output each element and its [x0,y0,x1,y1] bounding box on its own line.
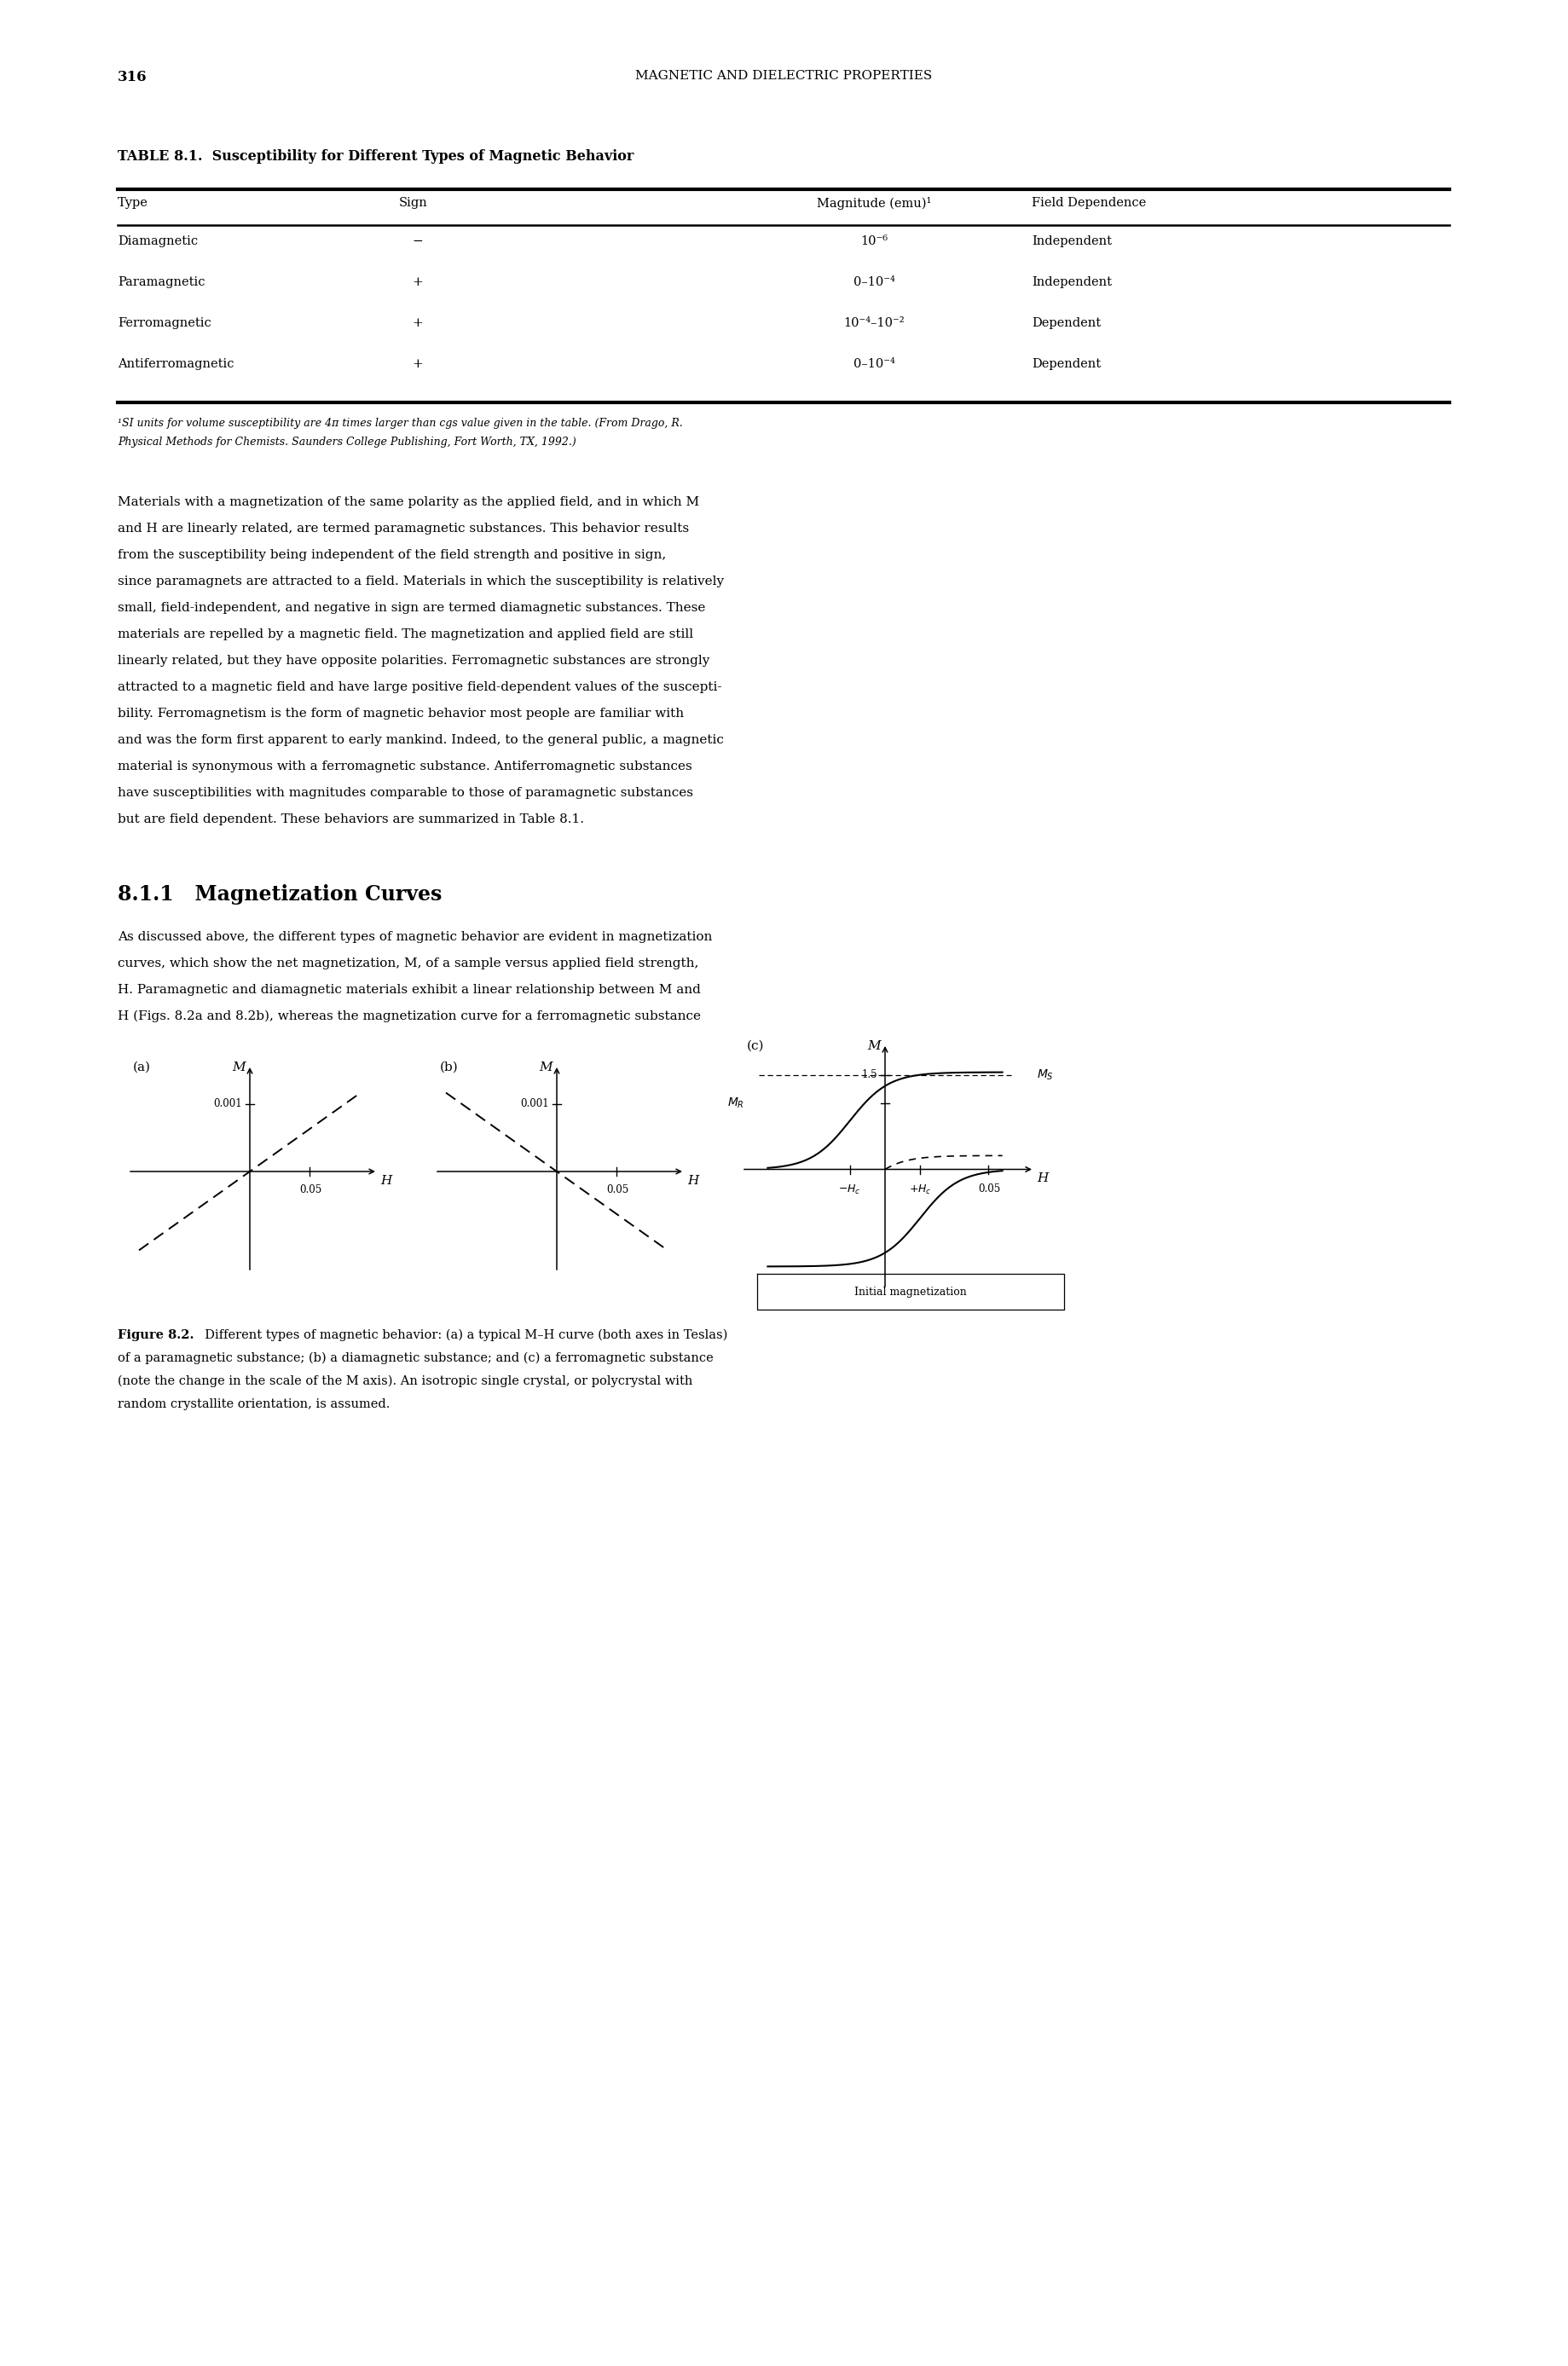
Text: MAGNETIC AND DIELECTRIC PROPERTIES: MAGNETIC AND DIELECTRIC PROPERTIES [635,71,931,83]
Text: 1.5: 1.5 [861,1069,878,1081]
Text: M: M [232,1062,246,1074]
Text: Magnitude (emu)¹: Magnitude (emu)¹ [817,196,931,211]
Text: 0.05: 0.05 [978,1183,1000,1195]
Text: H (Figs. 8.2a and 8.2b), whereas the magnetization curve for a ferromagnetic sub: H (Figs. 8.2a and 8.2b), whereas the mag… [118,1010,701,1022]
Text: and H are linearly related, are termed paramagnetic substances. This behavior re: and H are linearly related, are termed p… [118,523,688,535]
Text: but are field dependent. These behaviors are summarized in Table 8.1.: but are field dependent. These behaviors… [118,814,583,826]
Text: of a paramagnetic substance; (b) a diamagnetic substance; and (c) a ferromagneti: of a paramagnetic substance; (b) a diama… [118,1353,713,1365]
Text: 10⁻⁶: 10⁻⁶ [861,234,887,248]
Text: Dependent: Dependent [1032,317,1101,329]
Text: $M_S$: $M_S$ [1036,1067,1054,1081]
Text: (c): (c) [746,1041,764,1053]
Text: material is synonymous with a ferromagnetic substance. Antiferromagnetic substan: material is synonymous with a ferromagne… [118,759,691,771]
Text: (a): (a) [133,1062,151,1074]
Text: Sign: Sign [398,196,428,208]
Text: from the susceptibility being independent of the field strength and positive in : from the susceptibility being independen… [118,549,666,561]
Text: Physical Methods for Chemists. Saunders College Publishing, Fort Worth, TX, 1992: Physical Methods for Chemists. Saunders … [118,438,575,447]
Text: 316: 316 [118,71,147,85]
Text: since paramagnets are attracted to a field. Materials in which the susceptibilit: since paramagnets are attracted to a fie… [118,575,724,587]
Text: linearly related, but they have opposite polarities. Ferromagnetic substances ar: linearly related, but they have opposite… [118,655,710,667]
Text: Figure 8.2.: Figure 8.2. [118,1330,194,1342]
Text: Antiferromagnetic: Antiferromagnetic [118,357,234,369]
Text: 0–10⁻⁴: 0–10⁻⁴ [853,357,895,369]
Text: small, field-independent, and negative in sign are termed diamagnetic substances: small, field-independent, and negative i… [118,601,706,613]
Text: Paramagnetic: Paramagnetic [118,277,205,289]
Text: −: − [412,234,423,248]
Text: 0.001: 0.001 [213,1098,241,1110]
Text: H. Paramagnetic and diamagnetic materials exhibit a linear relationship between : H. Paramagnetic and diamagnetic material… [118,984,701,996]
Text: Independent: Independent [1032,277,1112,289]
Text: +: + [412,317,423,329]
Text: TABLE 8.1.  Susceptibility for Different Types of Magnetic Behavior: TABLE 8.1. Susceptibility for Different … [118,149,633,163]
Text: (b): (b) [441,1062,458,1074]
Text: 0.05: 0.05 [299,1185,321,1195]
Text: H: H [687,1176,698,1188]
Text: 0.001: 0.001 [521,1098,549,1110]
Text: Initial magnetization: Initial magnetization [855,1287,967,1297]
Text: attracted to a magnetic field and have large positive field-dependent values of : attracted to a magnetic field and have l… [118,681,721,693]
Text: Different types of magnetic behavior: (a) a typical M–H curve (both axes in Tesl: Different types of magnetic behavior: (a… [198,1330,728,1342]
Text: random crystallite orientation, is assumed.: random crystallite orientation, is assum… [118,1398,390,1410]
Text: Type: Type [118,196,149,208]
Text: As discussed above, the different types of magnetic behavior are evident in magn: As discussed above, the different types … [118,932,712,944]
Text: bility. Ferromagnetism is the form of magnetic behavior most people are familiar: bility. Ferromagnetism is the form of ma… [118,707,684,719]
Text: Independent: Independent [1032,234,1112,248]
Text: $-H_c$: $-H_c$ [839,1183,861,1195]
Text: M: M [867,1041,881,1053]
Text: H: H [381,1176,392,1188]
Text: Diamagnetic: Diamagnetic [118,234,198,248]
Text: Materials with a magnetization of the same polarity as the applied field, and in: Materials with a magnetization of the sa… [118,497,699,509]
Text: 0–10⁻⁴: 0–10⁻⁴ [853,277,895,289]
Text: curves, which show the net magnetization, M, of a sample versus applied field st: curves, which show the net magnetization… [118,958,699,970]
Text: (note the change in the scale of the M axis). An isotropic single crystal, or po: (note the change in the scale of the M a… [118,1375,693,1386]
Text: $+H_c$: $+H_c$ [909,1183,931,1195]
Text: Dependent: Dependent [1032,357,1101,369]
Text: ¹SI units for volume susceptibility are 4π times larger than cgs value given in : ¹SI units for volume susceptibility are … [118,419,682,428]
Text: +: + [412,357,423,369]
Text: +: + [412,277,423,289]
Text: 0.05: 0.05 [607,1185,629,1195]
Text: and was the form first apparent to early mankind. Indeed, to the general public,: and was the form first apparent to early… [118,733,724,745]
Text: 10⁻⁴–10⁻²: 10⁻⁴–10⁻² [844,317,905,329]
Text: have susceptibilities with magnitudes comparable to those of paramagnetic substa: have susceptibilities with magnitudes co… [118,788,693,800]
Text: H: H [1036,1174,1047,1185]
Text: 8.1.1   Magnetization Curves: 8.1.1 Magnetization Curves [118,885,442,904]
Text: M: M [539,1062,552,1074]
Text: Field Dependence: Field Dependence [1032,196,1146,208]
Text: materials are repelled by a magnetic field. The magnetization and applied field : materials are repelled by a magnetic fie… [118,629,693,641]
Text: $M_R$: $M_R$ [728,1095,745,1110]
Text: Ferromagnetic: Ferromagnetic [118,317,212,329]
